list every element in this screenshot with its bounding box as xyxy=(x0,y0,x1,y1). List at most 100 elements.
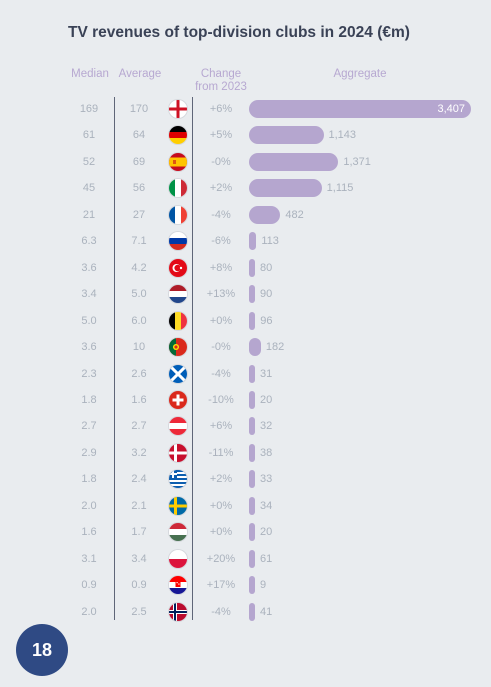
divider-flags xyxy=(192,97,193,620)
average-value: 5.0 xyxy=(131,288,147,301)
change-value: -0% xyxy=(211,155,231,168)
average-value: 3.2 xyxy=(131,446,147,459)
average-value: 7.1 xyxy=(131,235,147,248)
aggregate-bar xyxy=(249,364,255,383)
aggregate-bar xyxy=(249,602,255,621)
aggregate-bar xyxy=(249,338,261,357)
aggregate-label: 33 xyxy=(260,473,273,486)
aggregate-label: 31 xyxy=(260,367,273,380)
aggregate-label: 20 xyxy=(260,526,273,539)
aggregate-label: 90 xyxy=(260,288,273,301)
greece-flag-icon xyxy=(169,470,187,489)
average-value: 56 xyxy=(132,182,146,195)
aggregate-label: 38 xyxy=(260,446,273,459)
aggregate-bar xyxy=(249,205,281,224)
scotland-flag-icon xyxy=(169,364,187,383)
change-value: -4% xyxy=(211,367,231,380)
header-change: Change from 2023 xyxy=(186,68,256,94)
change-value: +2% xyxy=(209,182,233,195)
average-value: 2.7 xyxy=(131,420,147,433)
belgium-flag-icon xyxy=(169,311,187,330)
change-value: -10% xyxy=(208,393,234,406)
change-value: -11% xyxy=(208,446,234,459)
average-value: 2.6 xyxy=(131,367,147,380)
change-value: +0% xyxy=(209,499,233,512)
average-value: 10 xyxy=(132,341,146,354)
median-value: 2.9 xyxy=(81,446,97,459)
aggregate-label: 96 xyxy=(260,314,273,327)
divider-average xyxy=(114,97,115,620)
aggregate-bar xyxy=(249,126,324,145)
change-value: +0% xyxy=(209,526,233,539)
average-value: 64 xyxy=(132,129,146,142)
median-value: 6.3 xyxy=(81,235,97,248)
aggregate-bar xyxy=(249,496,255,515)
aggregate-label: 1,143 xyxy=(328,129,356,142)
aggregate-bar xyxy=(249,549,255,568)
median-value: 21 xyxy=(82,208,96,221)
aggregate-label: 113 xyxy=(261,235,279,248)
denmark-flag-icon xyxy=(169,443,187,462)
median-value: 3.1 xyxy=(81,552,97,565)
median-value: 52 xyxy=(82,155,96,168)
aggregate-label: 34 xyxy=(260,499,273,512)
average-value: 6.0 xyxy=(131,314,147,327)
average-value: 2.4 xyxy=(131,473,147,486)
average-value: 4.2 xyxy=(131,261,147,274)
change-value: -4% xyxy=(211,208,231,221)
aggregate-label: 1,371 xyxy=(343,155,371,168)
change-value: -4% xyxy=(211,605,231,618)
aggregate-label: 182 xyxy=(265,341,285,354)
russia-flag-icon xyxy=(169,232,187,251)
change-value: +2% xyxy=(209,473,233,486)
aggregate-bar xyxy=(249,576,255,595)
aggregate-label: 80 xyxy=(260,261,273,274)
austria-flag-icon xyxy=(169,417,187,436)
header-average: Average xyxy=(118,68,162,80)
aggregate-bar xyxy=(249,232,257,251)
sweden-flag-icon xyxy=(169,496,187,515)
aggregate-bar xyxy=(249,417,255,436)
italy-flag-icon xyxy=(169,179,187,198)
change-value: +6% xyxy=(209,103,233,115)
header-change-line2: from 2023 xyxy=(195,81,247,93)
header-aggregate: Aggregate xyxy=(333,68,387,80)
change-value: +0% xyxy=(209,314,233,327)
turkey-flag-icon xyxy=(169,258,187,277)
hungary-flag-icon xyxy=(169,523,187,542)
change-value: +5% xyxy=(209,129,233,142)
change-value: +8% xyxy=(209,261,233,274)
aggregate-bar xyxy=(249,311,256,330)
aggregate-bar xyxy=(249,258,255,277)
portugal-flag-icon xyxy=(169,338,187,357)
median-value: 3.6 xyxy=(81,261,97,274)
aggregate-bar xyxy=(249,179,322,198)
aggregate-label: 20 xyxy=(260,393,273,406)
change-value: +20% xyxy=(206,552,236,565)
aggregate-bar xyxy=(249,443,255,462)
average-value: 69 xyxy=(132,155,146,168)
median-value: 2.3 xyxy=(81,367,97,380)
change-value: -0% xyxy=(211,341,231,354)
croatia-flag-icon xyxy=(169,576,187,595)
aggregate-bar xyxy=(249,390,255,409)
median-value: 61 xyxy=(82,129,96,142)
aggregate-label: 482 xyxy=(285,208,304,221)
norway-flag-icon xyxy=(169,602,187,621)
aggregate-bar xyxy=(249,285,255,304)
average-value: 1.6 xyxy=(131,393,147,406)
aggregate-bar xyxy=(249,523,255,542)
aggregate-bar xyxy=(249,152,339,171)
aggregate-label: 61 xyxy=(260,552,273,565)
netherlands-flag-icon xyxy=(169,285,187,304)
germany-flag-icon xyxy=(169,126,187,145)
aggregate-bar xyxy=(249,470,255,489)
median-value: 1.8 xyxy=(81,473,97,486)
aggregate-label: 1,115 xyxy=(326,182,354,195)
median-value: 45 xyxy=(82,182,96,195)
median-value: 1.8 xyxy=(81,393,97,406)
aggregate-label: 32 xyxy=(260,420,273,433)
median-value: 2.0 xyxy=(81,499,97,512)
aggregate-label: 3,407 xyxy=(437,103,465,115)
median-value: 3.6 xyxy=(81,341,97,354)
